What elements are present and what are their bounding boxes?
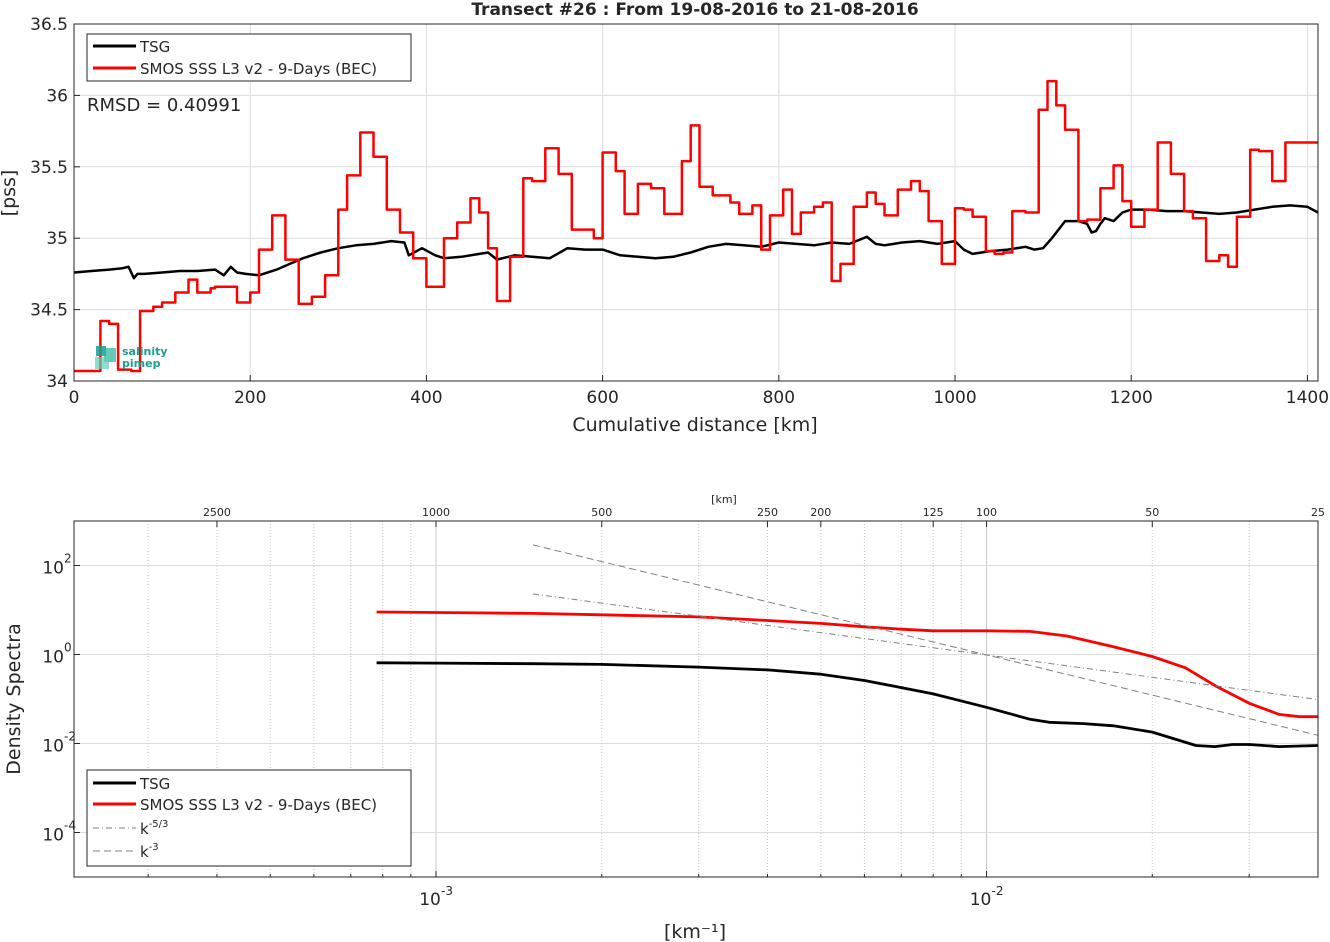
top-y-tick-label: 35 [46,229,68,249]
bottom-series-tsg [376,661,1319,748]
top-y-tick-label: 34 [46,372,68,392]
bottom-ref-k53 [532,593,1319,701]
bottom-plot-frame [73,520,1319,878]
top-series-line-tsg [73,204,1319,280]
bottom-top-tick-label: 2500 [203,506,231,519]
bottom-top-tick-label: 125 [923,506,944,519]
top-y-tick-label: 34.5 [30,301,68,321]
salinity-pimep-logo: salinity pimep [95,345,168,370]
k3-exponent: -3 [149,842,159,853]
logo-text-salinity: salinity [122,345,168,358]
bottom-top-tick-label: 25 [1311,506,1325,519]
top-y-tick-label: 36.5 [30,15,68,35]
bottom-legend-label-smos: SMOS SSS L3 v2 - 9-Days (BEC) [140,796,377,814]
top-x-tick-label: 1000 [933,388,976,408]
bottom-y-tick-exponent: 0 [64,641,72,655]
top-legend-box [86,33,412,82]
bottom-top-tick-label: 1000 [422,506,450,519]
top-legend-label-smos: SMOS SSS L3 v2 - 9-Days (BEC) [140,60,377,78]
top-x-tick-label: 600 [586,388,618,408]
top-x-tick-label: 200 [234,388,266,408]
top-x-axis-label: Cumulative distance [km] [572,414,817,436]
k3-base: k [140,843,149,861]
bottom-legend-label-k3: k-3 [140,842,159,861]
logo-text-pimep: pimep [122,357,161,370]
top-plot-frame [73,23,1319,382]
rmsd-annotation: RMSD = 0.40991 [87,95,241,116]
top-y-tick-label: 35.5 [30,158,68,178]
top-series-line-smos [74,79,1318,373]
bottom-top-axis-label: [km] [711,493,737,506]
top-ticks: 0 200 400 600 800 1000 1200 1400 34 34.5 35 35.5 36 3… [30,15,1329,408]
bottom-top-tick-label: 250 [757,506,778,519]
bottom-x-tick-label: 10 [970,890,992,910]
top-y-tick-label: 36 [46,86,68,106]
top-x-tick-label: 0 [69,388,80,408]
bottom-legend-label-tsg: TSG [139,775,170,793]
top-x-tick-label: 1400 [1286,388,1329,408]
bottom-legend: TSG SMOS SSS L3 v2 - 9-Days (BEC) k-5/3 … [86,769,412,867]
top-chart: 0 200 400 600 800 1000 1200 1400 34 34.5 35 35.5 36 3… [0,15,1329,436]
bottom-y-tick-exponent: -4 [64,819,76,833]
bottom-y-tick-label: 10 [42,648,64,668]
bottom-series [376,544,1319,748]
bottom-y-tick-label: 10 [42,559,64,579]
top-series [73,79,1319,373]
bottom-legend-label-k53: k-5/3 [140,819,168,838]
top-legend: TSG SMOS SSS L3 v2 - 9-Days (BEC) [86,33,412,82]
logo-mark [96,346,106,356]
logo-mark [95,357,109,369]
k53-exponent: -5/3 [149,819,169,830]
top-x-tick-label: 800 [763,388,795,408]
bottom-x-tick-label: 10 [419,890,441,910]
bottom-ref-k3 [532,544,1319,736]
bottom-series-smos [376,610,1318,719]
bottom-x-tick-exponent: -3 [441,884,453,898]
bottom-top-tick-label: 500 [591,506,612,519]
bottom-legend-box [86,769,412,867]
bottom-x-axis-label: [km⁻¹] [664,921,726,942]
top-plot-area [74,24,1318,381]
bottom-top-tick-label: 100 [976,506,997,519]
top-legend-label-tsg: TSG [139,38,170,56]
k53-base: k [140,820,149,838]
top-y-axis-label: [pss] [0,170,20,217]
top-x-tick-label: 1200 [1110,388,1153,408]
bottom-y-tick-label: 10 [42,826,64,846]
bottom-y-tick-label: 10 [42,737,64,757]
bottom-top-tick-label: 200 [810,506,831,519]
bottom-top-tick-label: 50 [1145,506,1159,519]
top-x-tick-label: 400 [410,388,442,408]
bottom-y-axis-label: Density Spectra [3,623,25,774]
bottom-x-tick-exponent: -2 [992,884,1004,898]
chart-title: Transect #26 : From 19-08-2016 to 21-08-… [471,0,918,20]
bottom-y-tick-exponent: 2 [64,552,72,566]
bottom-y-tick-exponent: -2 [64,730,76,744]
bottom-grid [74,521,1318,877]
